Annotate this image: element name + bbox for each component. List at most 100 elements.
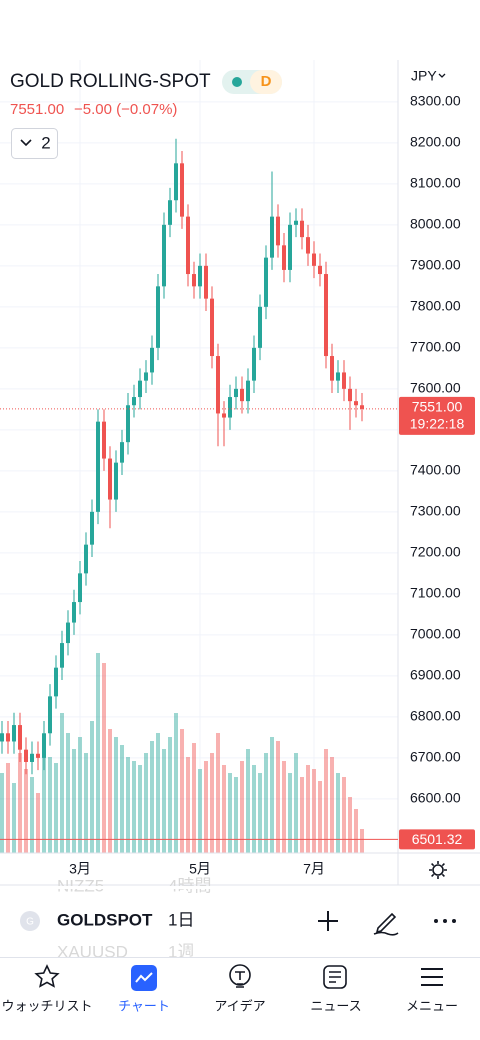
volume-bar (300, 777, 304, 853)
y-tick-label: 7200.00 (410, 544, 461, 560)
candle-body (132, 397, 136, 406)
price-line-label: 6501.32 (412, 831, 463, 847)
y-tick-label: 7900.00 (410, 257, 461, 273)
volume-bar (294, 753, 298, 853)
volume-bar (354, 809, 358, 853)
last-price-label: 7551.00 (412, 399, 463, 415)
candle-body (228, 397, 232, 418)
mask (0, 886, 480, 889)
news-icon[interactable] (323, 965, 347, 989)
candle-body (258, 306, 262, 348)
volume-bar (288, 773, 292, 853)
menu-icon[interactable] (421, 968, 443, 986)
candle-body (192, 274, 196, 287)
candle-body (306, 237, 310, 254)
candle-body (12, 725, 16, 742)
candle-body (240, 388, 244, 402)
currency-chevron (438, 73, 446, 78)
candle-body (300, 220, 304, 238)
candle-body (120, 442, 124, 463)
candle-body (198, 265, 202, 287)
candle-body (276, 216, 280, 246)
y-tick-label: 8000.00 (410, 216, 461, 232)
candle-body (48, 696, 52, 734)
y-tick-label: 8100.00 (410, 175, 461, 191)
more-icon (443, 919, 447, 923)
candle-body (162, 224, 166, 287)
volume-bar (174, 713, 178, 853)
volume-bar (42, 743, 46, 853)
currency[interactable]: JPY (411, 68, 437, 84)
ghost-symbol: NIZZ5 (57, 876, 104, 895)
layout-button[interactable] (11, 128, 58, 159)
y-tick-label: 8200.00 (410, 134, 461, 150)
candle-body (360, 405, 364, 409)
tab-label[interactable]: ウォッチリスト (1, 998, 92, 1013)
volume-bar (0, 773, 4, 853)
volume-bar (102, 663, 106, 853)
x-tick-label: 5月 (189, 861, 211, 877)
volume-bar (36, 793, 40, 853)
ideas-icon[interactable] (229, 964, 251, 986)
symbol-title: GOLD ROLLING-SPOT (10, 71, 211, 92)
quote-change: −5.00 (−0.07%) (74, 101, 177, 118)
volume-bar (204, 761, 208, 853)
volume-bar (54, 763, 58, 853)
tab-label[interactable]: メニュー (406, 998, 458, 1013)
candle-body (156, 286, 160, 348)
candle-body (318, 265, 322, 275)
status-dot (232, 77, 242, 87)
settings-icon[interactable] (432, 864, 444, 876)
candle-body (60, 643, 64, 668)
candle-body (144, 372, 148, 381)
tab-label[interactable]: ニュース (310, 998, 361, 1013)
volume-bar (84, 753, 88, 853)
y-tick-label: 7300.00 (410, 503, 461, 519)
y-tick-label: 7600.00 (410, 380, 461, 396)
tab-label[interactable]: アイデア (214, 998, 265, 1013)
volume-bar (264, 753, 268, 853)
volume-bar (90, 721, 94, 853)
candle-body (30, 753, 34, 762)
volume-bar (360, 829, 364, 853)
candle-body (138, 380, 142, 398)
volume-bar (228, 773, 232, 853)
volume-bar (60, 713, 64, 853)
y-tick-label: 7100.00 (410, 585, 461, 601)
volume-bar (330, 757, 334, 853)
volume-bar (348, 797, 352, 853)
volume-bar (192, 743, 196, 853)
ideas-icon-detail (235, 971, 245, 988)
candle-body (6, 733, 10, 742)
volume-bar (120, 745, 124, 853)
watchlist-icon[interactable] (34, 964, 60, 988)
candle-body (288, 224, 292, 270)
status-badge-right (250, 70, 282, 94)
volume-bar (210, 753, 214, 853)
settings-icon-teeth (429, 861, 447, 879)
volume-bar (144, 753, 148, 853)
volume-bar (180, 729, 184, 853)
candles (0, 138, 364, 775)
y-tick-label: 7800.00 (410, 298, 461, 314)
x-tick-label: 3月 (69, 861, 91, 877)
volume-bar (156, 733, 160, 853)
candle-body (96, 421, 100, 512)
volume-bar (342, 777, 346, 853)
volume-bar (30, 777, 34, 853)
candle-body (18, 725, 22, 750)
volume-bar (186, 757, 190, 853)
candle-body (0, 733, 4, 742)
tab-label[interactable]: チャート (118, 998, 170, 1013)
volume-bar (18, 753, 22, 853)
candle-body (264, 257, 268, 307)
volume-bar (6, 763, 10, 853)
toolbar-interval[interactable]: 1日 (168, 910, 194, 929)
add-icon[interactable] (318, 911, 338, 931)
volume-bar (306, 765, 310, 853)
volume-bar (312, 769, 316, 853)
draw-icon[interactable] (373, 912, 399, 936)
last-price-box (399, 396, 475, 435)
toolbar-symbol[interactable]: GOLDSPOT (57, 910, 153, 929)
more-icon[interactable] (434, 919, 438, 923)
